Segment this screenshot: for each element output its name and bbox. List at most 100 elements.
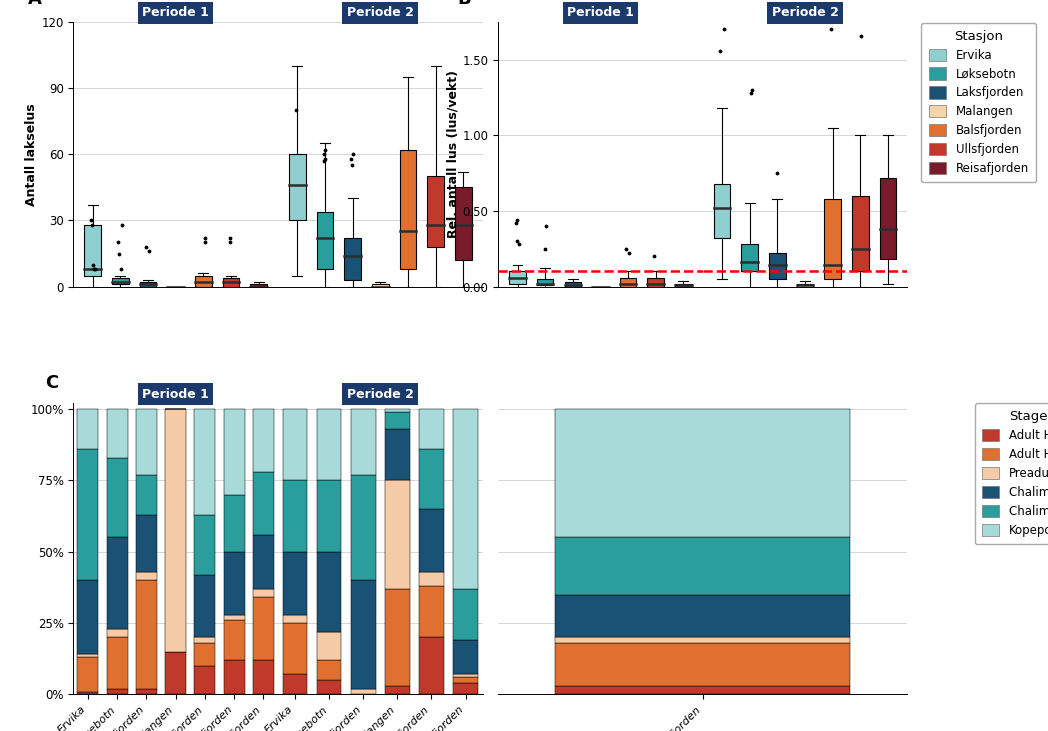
Bar (223, 620, 244, 660)
Bar (222, 278, 239, 287)
Bar (385, 589, 410, 686)
Bar (112, 278, 129, 284)
Bar (195, 276, 212, 287)
Bar (223, 552, 244, 615)
Bar (136, 515, 157, 572)
Bar (107, 689, 128, 694)
Bar (289, 154, 306, 221)
Title: Periode 1: Periode 1 (143, 7, 210, 20)
Bar (107, 458, 128, 537)
Bar (283, 675, 307, 694)
Title: Periode 1: Periode 1 (567, 7, 634, 20)
Bar (283, 409, 307, 480)
Bar (351, 580, 375, 689)
Bar (136, 572, 157, 580)
Title: Periode 2: Periode 2 (347, 7, 414, 20)
Bar (879, 178, 896, 260)
Bar (136, 409, 157, 474)
Bar (619, 278, 636, 287)
Title: Periode 1: Periode 1 (143, 387, 210, 401)
Bar (796, 284, 813, 287)
Bar (166, 409, 187, 651)
Bar (769, 254, 786, 279)
Bar (78, 692, 99, 694)
Bar (537, 279, 553, 285)
Bar (136, 689, 157, 694)
Bar (419, 449, 443, 509)
Title: Periode 2: Periode 2 (771, 7, 838, 20)
Legend: Ervika, Løksebotn, Laksfjorden, Malangen, Balsfjorden, Ullsfjorden, Reisafjorden: Ervika, Løksebotn, Laksfjorden, Malangen… (921, 23, 1036, 182)
Bar (419, 572, 443, 586)
Bar (345, 238, 361, 280)
Bar (283, 480, 307, 552)
Y-axis label: Rel. antall lus (lus/vekt): Rel. antall lus (lus/vekt) (446, 70, 460, 238)
Text: A: A (28, 0, 42, 8)
Bar (714, 183, 730, 238)
Bar (107, 537, 128, 629)
Legend: Ervika, Løksebotn, Laksfjorden, Malangen, Balsfjorden, Ullsfjorden, Reisafjorden: Ervika, Løksebotn, Laksfjorden, Malangen… (929, 28, 1044, 188)
Bar (223, 409, 244, 495)
Bar (351, 474, 375, 580)
Bar (316, 211, 333, 269)
Bar (555, 537, 850, 594)
Bar (555, 409, 850, 537)
Bar (419, 637, 443, 694)
Text: B: B (457, 0, 471, 8)
Bar (372, 284, 389, 287)
Bar (107, 629, 128, 637)
Bar (194, 515, 216, 575)
Bar (78, 657, 99, 692)
Bar (253, 589, 274, 597)
Bar (399, 150, 416, 269)
Bar (223, 615, 244, 620)
Bar (194, 575, 216, 637)
Bar (351, 409, 375, 474)
Bar (78, 409, 99, 449)
Bar (555, 637, 850, 643)
Text: C: C (45, 374, 58, 393)
Bar (166, 651, 187, 694)
Bar (385, 409, 410, 412)
Bar (419, 586, 443, 637)
Bar (136, 474, 157, 515)
Bar (419, 409, 443, 449)
Bar (509, 271, 526, 284)
Bar (316, 660, 342, 680)
Bar (454, 589, 478, 640)
Bar (316, 480, 342, 552)
Bar (316, 632, 342, 660)
Bar (78, 654, 99, 657)
Bar (565, 282, 581, 287)
Bar (283, 615, 307, 623)
Bar (253, 597, 274, 660)
Bar (742, 244, 758, 271)
Bar (253, 660, 274, 694)
Bar (85, 225, 101, 276)
Bar (253, 534, 274, 589)
Bar (316, 680, 342, 694)
Bar (385, 412, 410, 429)
Legend: Adult Hunn, Adult Hann, Preadult, Chalimus 2, Chalimus 1, Kopepoditt: Adult Hunn, Adult Hann, Preadult, Chalim… (975, 404, 1048, 544)
Bar (139, 282, 156, 287)
Bar (454, 683, 478, 694)
Bar (555, 686, 850, 694)
Bar (385, 480, 410, 589)
Bar (428, 176, 444, 247)
Bar (194, 666, 216, 694)
Bar (555, 643, 850, 686)
Bar (454, 675, 478, 678)
Bar (194, 409, 216, 515)
Bar (385, 686, 410, 694)
Bar (136, 580, 157, 689)
Bar (107, 409, 128, 458)
Y-axis label: Antall lakselus: Antall lakselus (25, 103, 39, 205)
Bar (107, 637, 128, 689)
Bar (351, 689, 375, 694)
Bar (283, 552, 307, 615)
Bar (194, 643, 216, 666)
Bar (454, 678, 478, 683)
Bar (419, 509, 443, 572)
Bar (316, 552, 342, 632)
Bar (454, 640, 478, 675)
Bar (648, 278, 664, 287)
